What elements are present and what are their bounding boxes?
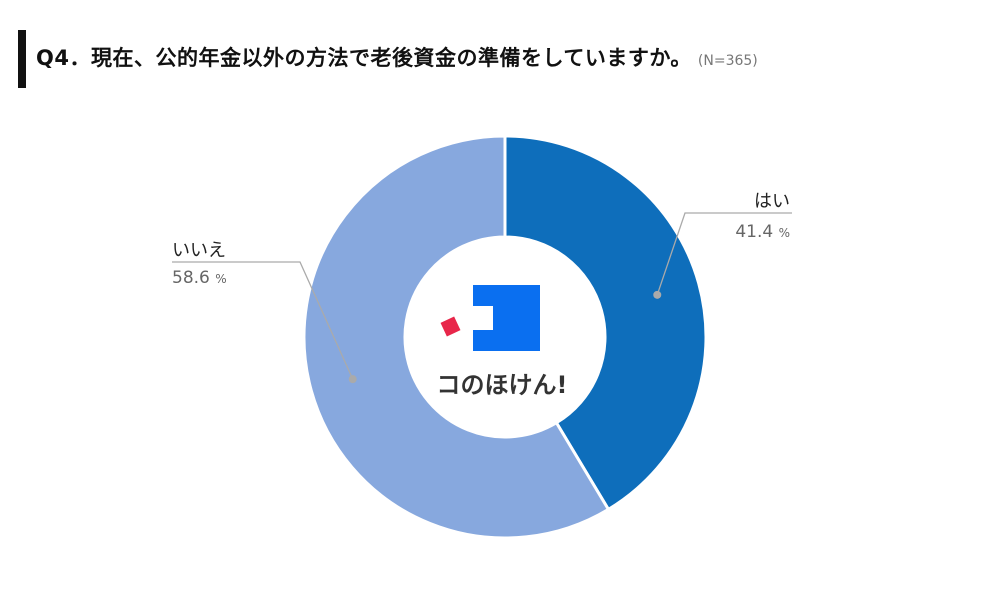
donut-slices [302, 134, 708, 540]
slice-value-1: 41.4 % [735, 222, 790, 242]
donut-slice-1 [503, 134, 708, 512]
brand-logo: コのほけん! [437, 285, 568, 399]
logo-mark-blue-icon [473, 285, 540, 351]
donut-labels: はい 41.4 % いいえ 58.6 % [172, 191, 792, 384]
chart-title-text: Q4．現在、公的年金以外の方法で老後資金の準備をしていますか。 [36, 46, 692, 70]
leader-line-2 [172, 261, 354, 380]
donut-slice-2 [302, 134, 611, 540]
logo-text: コのほけん! [437, 371, 568, 399]
logo-mark-red-icon [440, 316, 461, 337]
slice-value-2: 58.6 % [172, 268, 227, 288]
slice-label-1: はい [754, 191, 790, 212]
leader-dot-1 [653, 290, 662, 299]
slice-label-2: いいえ [172, 240, 226, 261]
sample-size-note: (N=365) [697, 53, 758, 69]
leader-dot-2 [348, 375, 357, 384]
title-accent-bar [18, 30, 26, 88]
chart-title: Q4．現在、公的年金以外の方法で老後資金の準備をしていますか。 (N=365) [36, 42, 758, 72]
leader-line-1 [656, 212, 792, 296]
